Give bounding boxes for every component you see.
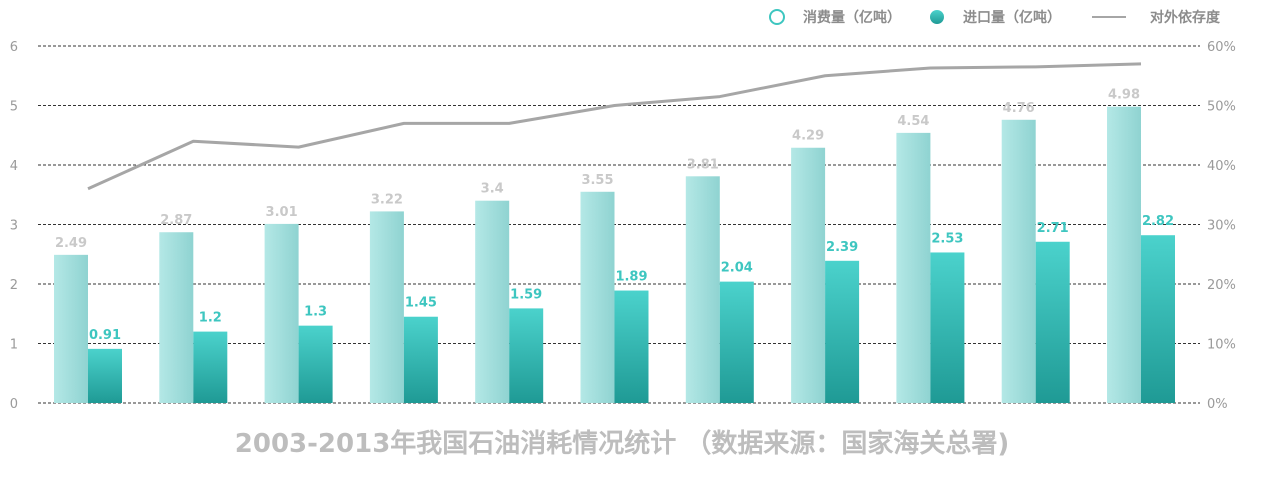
bar-import-2011	[930, 252, 965, 403]
legend-consumption-label: 消费量（亿吨）	[803, 9, 901, 26]
y-left-tick-label: 1	[10, 338, 18, 353]
y-right-tick-label: 0%	[1207, 397, 1228, 412]
y-left-tick-label: 6	[10, 40, 18, 55]
bar-import-2007	[509, 308, 544, 403]
label-import-2006: 1.45	[405, 296, 437, 311]
y-right-tick-label: 50%	[1207, 100, 1236, 115]
y-right-tick-label: 60%	[1207, 40, 1236, 55]
label-consumption-2005: 3.01	[266, 205, 298, 220]
bar-import-2010	[825, 260, 860, 403]
label-import-2003: 0.91	[89, 328, 121, 343]
label-consumption-2011: 4.54	[897, 114, 929, 129]
label-consumption-2008: 3.55	[581, 173, 613, 188]
right-axis-ticks: 0% 10% 20% 30% 40% 50% 60%	[1207, 40, 1236, 412]
bar-consumption-2007	[475, 200, 510, 403]
bar-consumption-2013	[1107, 106, 1141, 403]
bar-consumption-2003	[54, 254, 88, 403]
label-import-2005: 1.3	[304, 305, 327, 320]
data-labels: 2.49 0.91 2.87 1.2 3.01 1.3 3.22 1.45 3.4 1.59 3.5…	[55, 88, 1174, 343]
bar-consumption-2004	[159, 232, 194, 403]
legend-import-label: 进口量（亿吨）	[963, 9, 1061, 26]
y-left-tick-label: 5	[10, 100, 18, 115]
legend: 消费量（亿吨） 进口量（亿吨） 对外依存度	[769, 9, 1221, 26]
label-consumption-2013: 4.98	[1108, 88, 1140, 103]
bar-import-2004	[193, 331, 228, 403]
bar-import-2009	[719, 281, 754, 403]
label-consumption-2009: 3.81	[687, 157, 719, 172]
legend-dependency-label: 对外依存度	[1150, 9, 1221, 26]
label-import-2009: 2.04	[721, 261, 753, 276]
label-import-2011: 2.53	[931, 231, 963, 246]
bar-import-2008	[614, 290, 649, 403]
label-consumption-2012: 4.76	[1003, 101, 1035, 116]
label-import-2012: 2.71	[1037, 221, 1069, 236]
label-import-2013: 2.82	[1142, 214, 1174, 229]
bar-import-2005	[298, 325, 333, 403]
bar-consumption-2006	[369, 211, 404, 403]
bar-import-2006	[403, 316, 438, 403]
label-consumption-2004: 2.87	[160, 213, 192, 228]
bar-consumption-2009	[685, 176, 720, 403]
dependency-line	[87, 62, 1142, 191]
y-left-tick-label: 3	[10, 219, 18, 234]
label-consumption-2010: 4.29	[792, 129, 824, 144]
legend-import-icon	[930, 10, 944, 24]
y-right-tick-label: 30%	[1207, 219, 1236, 234]
y-right-tick-label: 20%	[1207, 278, 1236, 293]
label-import-2010: 2.39	[826, 240, 858, 255]
bars	[54, 106, 1175, 403]
y-left-tick-label: 4	[10, 159, 18, 174]
left-axis-ticks: 0 1 2 3 4 5 6	[10, 40, 18, 412]
bar-consumption-2011	[896, 132, 931, 403]
bar-consumption-2008	[580, 191, 615, 403]
label-consumption-2003: 2.49	[55, 236, 87, 251]
bar-import-2012	[1035, 241, 1070, 403]
bar-consumption-2005	[264, 223, 299, 403]
label-import-2004: 1.2	[199, 311, 222, 326]
dependency-series-line	[87, 62, 1142, 191]
bar-import-2003	[88, 348, 122, 403]
label-consumption-2007: 3.4	[481, 182, 504, 197]
bar-import-2013	[1141, 235, 1175, 403]
y-right-tick-label: 10%	[1207, 338, 1236, 353]
bar-consumption-2010	[791, 147, 826, 403]
y-left-tick-label: 2	[10, 278, 18, 293]
chart-title: 2003-2013年我国石油消耗情况统计 （数据来源：国家海关总署)	[235, 428, 1009, 459]
label-import-2007: 1.59	[510, 287, 542, 302]
y-left-tick-label: 0	[10, 397, 18, 412]
bar-consumption-2012	[1001, 119, 1036, 403]
y-right-tick-label: 40%	[1207, 159, 1236, 174]
label-import-2008: 1.89	[615, 270, 647, 285]
legend-consumption-icon	[769, 9, 785, 25]
label-consumption-2006: 3.22	[371, 192, 403, 207]
